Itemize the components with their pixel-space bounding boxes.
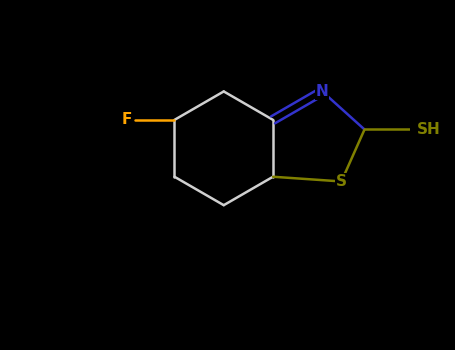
Text: S: S	[336, 174, 347, 189]
Text: F: F	[121, 112, 132, 127]
Text: N: N	[316, 84, 329, 99]
Text: SH: SH	[417, 122, 440, 137]
